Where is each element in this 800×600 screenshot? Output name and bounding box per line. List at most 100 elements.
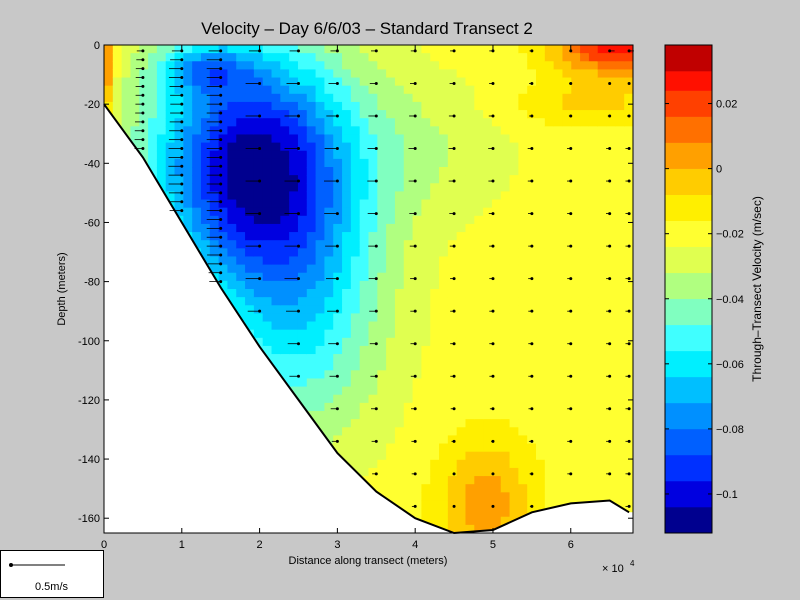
station-point: [413, 342, 417, 346]
contour-cell: [412, 45, 422, 54]
contour-cell: [253, 69, 264, 79]
contour-cell: [271, 223, 281, 233]
contour-cell: [456, 484, 467, 493]
contour-cell: [271, 337, 281, 347]
contour-cell: [580, 289, 590, 298]
contour-cell: [500, 345, 511, 355]
contour-cell: [553, 264, 564, 274]
vector-scale-label: 0.5m/s: [35, 581, 69, 593]
contour-cell: [562, 142, 572, 152]
contour-cell: [509, 248, 519, 258]
contour-cell: [439, 313, 449, 323]
contour-cell: [615, 321, 625, 331]
contour-cell: [624, 329, 633, 339]
contour-cell: [236, 207, 246, 217]
y-axis: 0-20-40-60-80-100-120-140-160: [78, 40, 633, 525]
contour-cell: [297, 386, 308, 396]
contour-cell: [271, 199, 281, 209]
contour-cell: [359, 232, 370, 241]
contour-cell: [386, 321, 396, 331]
contour-cell: [412, 69, 422, 79]
station-point: [491, 407, 495, 411]
contour-cell: [588, 191, 599, 201]
contour-cell: [518, 321, 528, 331]
contour-cell: [218, 85, 229, 95]
contour-cell: [615, 354, 625, 363]
contour-cell: [536, 101, 546, 111]
contour-cell: [456, 142, 467, 152]
contour-cell: [421, 248, 431, 258]
station-point: [608, 244, 612, 248]
contour-cell: [509, 158, 519, 168]
contour-cell: [174, 77, 184, 87]
contour-cell: [588, 256, 599, 266]
contour-cell: [403, 500, 414, 510]
contour-cell: [509, 313, 519, 323]
contour-cell: [544, 354, 555, 363]
contour-cell: [518, 345, 528, 355]
contour-cell: [350, 118, 361, 127]
contour-cell: [527, 183, 537, 192]
contour-cell: [562, 386, 572, 396]
station-point: [530, 277, 534, 281]
contour-cell: [474, 183, 484, 192]
contour-cell: [350, 134, 361, 144]
contour-cell: [350, 451, 361, 461]
contour-cell: [571, 297, 581, 306]
contour-cell: [403, 467, 414, 477]
contour-cell: [588, 232, 599, 241]
contour-cell: [527, 321, 537, 331]
contour-cell: [297, 313, 308, 323]
contour-cell: [200, 167, 211, 176]
contour-cell: [500, 142, 511, 152]
station-point: [452, 49, 456, 53]
contour-cell: [156, 150, 167, 160]
contour-cell: [209, 101, 220, 111]
contour-cell: [315, 167, 326, 176]
contour-cell: [289, 240, 299, 249]
contour-cell: [624, 69, 633, 79]
contour-cell: [491, 435, 502, 445]
contour-cell: [606, 240, 616, 249]
contour-cell: [350, 362, 361, 371]
contour-cell: [394, 199, 405, 209]
contour-cell: [571, 476, 581, 485]
station-point: [141, 93, 145, 97]
contour-cell: [580, 313, 590, 323]
contour-cell: [624, 321, 633, 331]
contour-cell: [280, 248, 290, 258]
contour-cell: [500, 378, 511, 388]
contour-cell: [456, 175, 467, 184]
contour-cell: [553, 370, 564, 380]
contour-cell: [306, 345, 317, 355]
contour-cell: [536, 207, 546, 217]
contour-cell: [544, 297, 555, 306]
contour-cell: [342, 158, 352, 168]
contour-cell: [465, 256, 475, 266]
contour-cell: [280, 289, 290, 298]
contour-cell: [465, 297, 475, 306]
station-point: [335, 49, 339, 53]
station-point: [569, 342, 573, 346]
contour-cell: [544, 305, 555, 314]
contour-cell: [271, 175, 281, 184]
contour-cell: [289, 183, 299, 192]
contour-cell: [174, 142, 184, 152]
contour-cell: [139, 61, 149, 70]
contour-cell: [403, 443, 414, 453]
contour-cell: [483, 45, 493, 54]
contour-cell: [447, 191, 458, 201]
station-point: [452, 114, 456, 118]
contour-cell: [368, 345, 378, 355]
contour-cell: [403, 45, 414, 54]
contour-cell: [491, 232, 502, 241]
contour-cell: [500, 77, 511, 87]
station-point: [530, 212, 534, 216]
contour-cell: [571, 443, 581, 453]
contour-cell: [104, 93, 114, 103]
contour-cell: [571, 386, 581, 396]
contour-cell: [394, 101, 405, 111]
contour-cell: [562, 45, 572, 54]
contour-cell: [456, 110, 467, 119]
contour-cell: [456, 394, 467, 404]
